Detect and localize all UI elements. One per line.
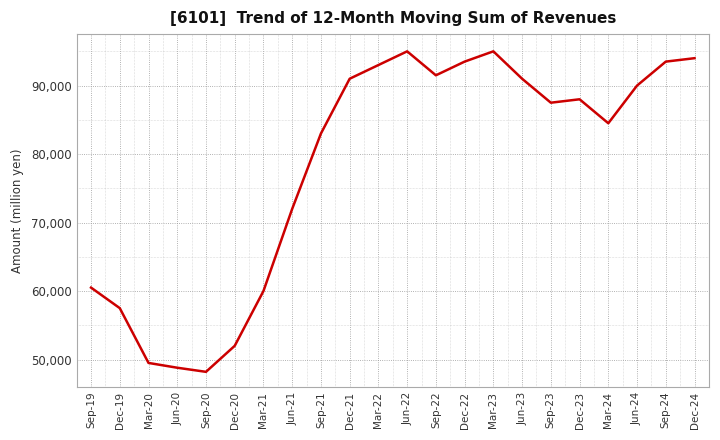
Title: [6101]  Trend of 12-Month Moving Sum of Revenues: [6101] Trend of 12-Month Moving Sum of R… xyxy=(170,11,616,26)
Y-axis label: Amount (million yen): Amount (million yen) xyxy=(11,148,24,273)
